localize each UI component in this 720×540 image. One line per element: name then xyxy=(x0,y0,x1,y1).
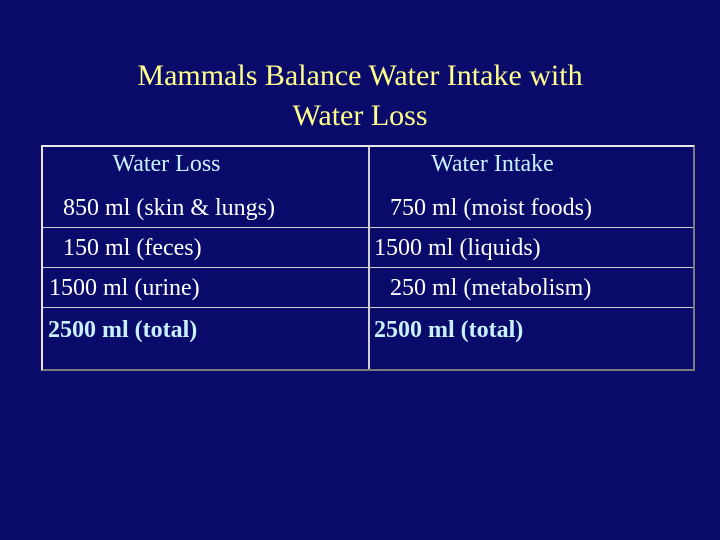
slide-title-line-1: Mammals Balance Water Intake with xyxy=(137,59,583,92)
water-intake-item: 1500 ml (liquids) xyxy=(374,235,541,261)
water-intake-item: 250 ml (metabolism) xyxy=(390,275,592,301)
water-loss-column: Water Loss 850 ml (skin & lungs) 150 ml … xyxy=(43,147,370,369)
water-intake-header: Water Intake xyxy=(431,151,554,177)
water-loss-total: 2500 ml (total) xyxy=(48,317,198,343)
water-loss-item: 150 ml (feces) xyxy=(63,235,202,261)
slide-title: Mammals Balance Water Intake with Water … xyxy=(0,56,720,136)
water-loss-item: 850 ml (skin & lungs) xyxy=(63,195,276,221)
slide-title-line-2: Water Loss xyxy=(292,99,428,132)
water-intake-column: Water Intake 750 ml (moist foods) 1500 m… xyxy=(370,147,695,369)
water-balance-table: Water Loss 850 ml (skin & lungs) 150 ml … xyxy=(41,145,695,371)
water-loss-header: Water Loss xyxy=(112,151,221,177)
water-loss-item: 1500 ml (urine) xyxy=(49,275,200,301)
column-divider xyxy=(368,147,370,369)
water-intake-item: 750 ml (moist foods) xyxy=(390,195,592,221)
water-intake-total: 2500 ml (total) xyxy=(374,317,524,343)
